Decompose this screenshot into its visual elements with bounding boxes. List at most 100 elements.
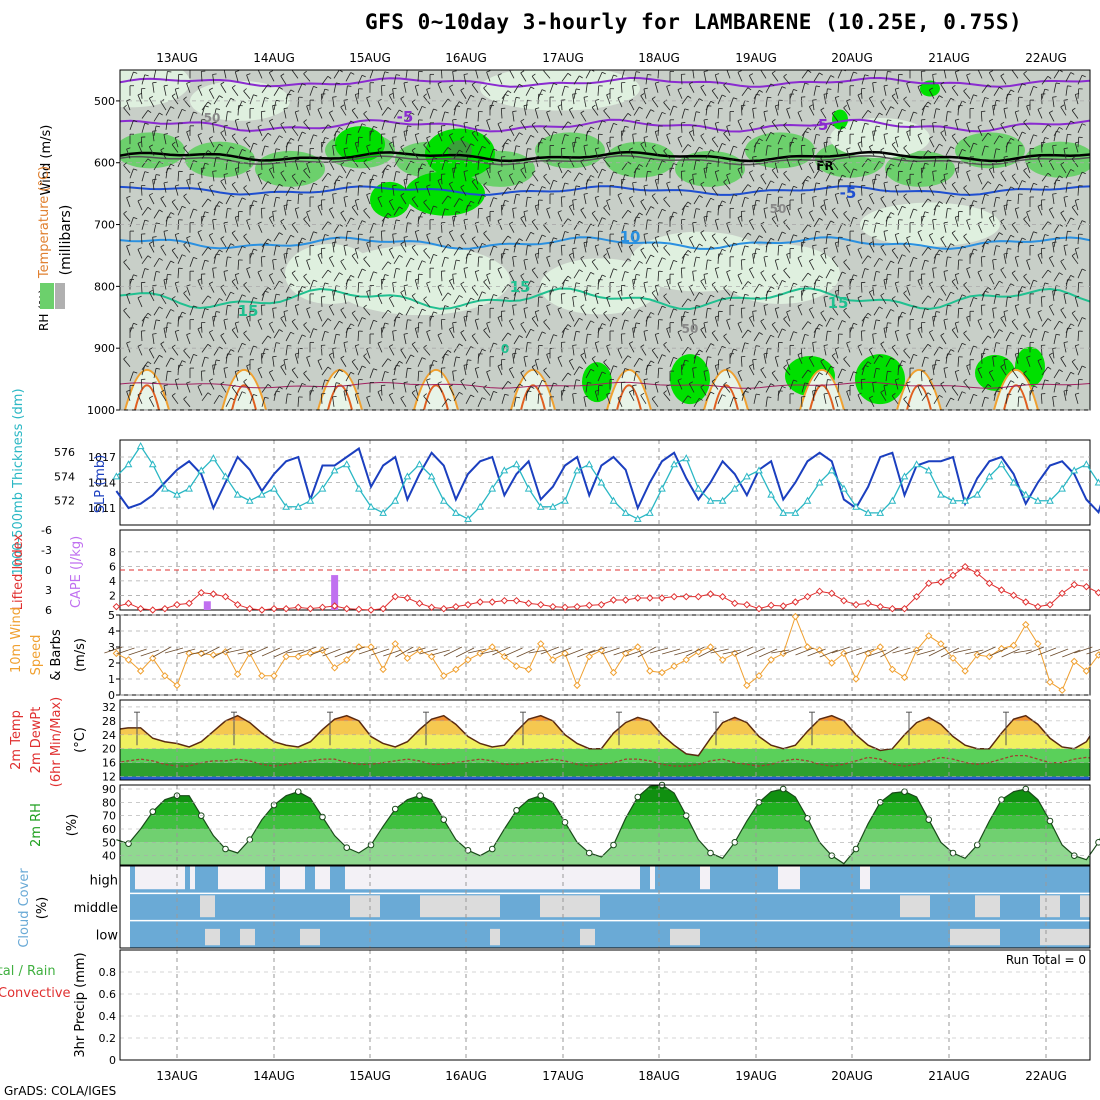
lifted-index-marker-point: [888, 604, 897, 613]
wind-barb: [957, 294, 963, 305]
wind-barb: [883, 182, 887, 193]
wind-barb-flag: [246, 121, 251, 124]
wind-barb: [741, 342, 746, 353]
wind-barb: [943, 319, 947, 330]
wind-barb: [993, 390, 997, 401]
rh-marker-point: [634, 793, 642, 801]
wind-barb-flag: [781, 280, 786, 283]
wind-barb: [1065, 120, 1072, 131]
rh-bright-cell: [370, 181, 410, 218]
wind-speed-marker-point: [743, 681, 751, 690]
wind-barb-flag: [977, 124, 982, 128]
wind-barb: [977, 320, 983, 330]
wind-barb-flag: [760, 221, 765, 225]
wind-barb-flag: [843, 210, 847, 215]
wind-barb: [920, 168, 923, 179]
wind-barb: [220, 335, 227, 345]
wind-barb: [160, 295, 167, 305]
wind-barb-flag: [241, 197, 246, 200]
wind-speed-marker-point: [961, 667, 969, 675]
wind-barb: [825, 185, 828, 196]
wind-barb: [921, 105, 926, 116]
wind-barb: [573, 124, 580, 134]
wind-barb: [617, 146, 623, 156]
wind-barb-flag: [771, 167, 776, 171]
wind-barb-flag: [437, 178, 442, 181]
wind-barb-flag: [1007, 199, 1012, 202]
wind-barb-flag: [939, 201, 943, 204]
wind-barb-flag: [449, 133, 454, 136]
wind-barb: [693, 208, 697, 219]
wind-barb-flag: [481, 397, 486, 400]
wind-barb-flag: [340, 104, 345, 108]
wind-barb-flag: [241, 294, 246, 297]
wind-barb-flag: [444, 353, 449, 356]
wind-barb: [137, 297, 143, 308]
wind-barb-flag: [520, 273, 525, 277]
wind-barb-flag: [906, 284, 911, 287]
wind-barb: [153, 306, 160, 316]
wind-barb: [345, 372, 352, 382]
wind-barb-flag: [403, 236, 408, 238]
wind-barb: [740, 356, 743, 367]
wind-barb-flag: [181, 254, 186, 257]
wind-barb: [273, 280, 280, 290]
wind-barb-flag: [775, 258, 780, 261]
wind-barb-flag: [301, 334, 306, 337]
wind-barb: [332, 396, 335, 407]
wind-barb: [328, 209, 335, 219]
wind-barb-flag: [830, 220, 835, 224]
temp-band: [120, 710, 1090, 721]
wind-barb: [957, 259, 960, 270]
surface-wind-barb: [722, 649, 741, 655]
wind-barb-flag: [329, 158, 334, 162]
wind-barb: [257, 271, 263, 282]
wind-barb-flag: [721, 248, 726, 252]
wind-barb-flag: [1033, 134, 1038, 137]
surface-wind-barb: [613, 648, 632, 656]
wind-barb: [405, 319, 408, 330]
wind-barb-flag: [287, 142, 292, 144]
wind-barb-flag: [591, 259, 596, 263]
wind-barb: [423, 202, 431, 211]
wind-barb: [753, 380, 760, 390]
wind-barb: [957, 308, 960, 319]
wind-barb-flag: [421, 163, 426, 166]
wind-barb-flag: [643, 184, 648, 187]
wind-barb-flag: [944, 68, 948, 69]
wind-barb-flag: [1047, 318, 1052, 322]
wind-barb-flag: [977, 221, 982, 224]
wind-barb-flag: [519, 335, 523, 338]
wind-barb-flag: [1007, 248, 1012, 250]
wind-barb-flag: [695, 305, 701, 307]
wind-barb: [477, 159, 480, 170]
wind-barb: [513, 291, 517, 301]
wind-barb-flag: [587, 130, 592, 133]
wind-barb-flag: [557, 307, 562, 310]
wind-barb-flag: [775, 210, 780, 213]
wind-barb: [213, 205, 217, 216]
wind-barb: [883, 85, 887, 96]
wind-barb: [808, 163, 815, 174]
wind-barb: [957, 246, 963, 256]
wind-barb-flag: [932, 121, 937, 124]
wind-barb-flag: [1059, 126, 1063, 130]
wind-barb: [723, 181, 731, 190]
wind-barb: [654, 131, 659, 142]
wind-barb: [500, 205, 503, 216]
wind-barb: [513, 383, 520, 393]
wind-barb: [212, 122, 215, 133]
wind-barb-flag: [171, 93, 176, 97]
wind-barb: [1052, 194, 1055, 205]
rh-marker-point: [125, 840, 132, 847]
wind-barb: [846, 245, 851, 256]
wind-barb-flag: [355, 344, 360, 347]
wind-barb: [268, 275, 275, 285]
wind-barb-flag: [723, 333, 727, 337]
wind-barb-flag: [267, 181, 272, 185]
wind-barb-flag: [770, 237, 775, 241]
wind-barb-flag: [351, 253, 356, 257]
wind-barb: [917, 134, 923, 145]
wind-barb: [681, 144, 689, 153]
temp-frame: [119, 699, 1091, 781]
